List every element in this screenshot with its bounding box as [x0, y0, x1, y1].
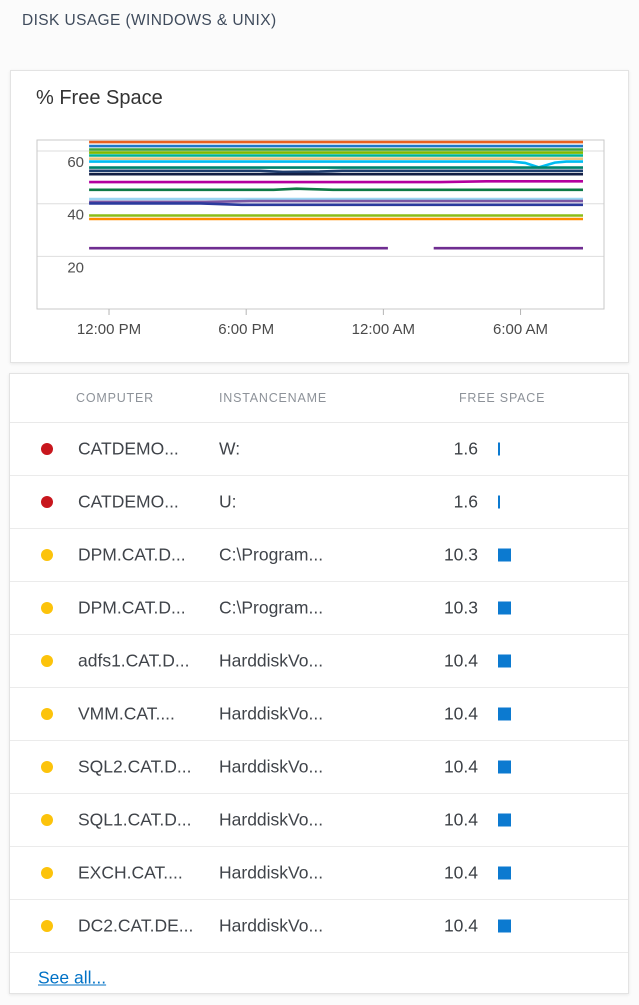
computer-cell: EXCH.CAT.... — [78, 862, 183, 883]
free-space-bar — [498, 654, 512, 668]
table-row[interactable]: VMM.CAT.... HarddiskVo... 10.4 — [10, 688, 628, 741]
table-row[interactable]: DPM.CAT.D... C:\Program... 10.3 — [10, 529, 628, 582]
tile-title: DISK USAGE (WINDOWS & UNIX) — [22, 12, 277, 29]
instance-cell: HarddiskVo... — [219, 862, 324, 883]
status-dot-warning — [41, 761, 53, 773]
chart-line — [89, 169, 583, 174]
status-dot-warning — [41, 867, 53, 879]
computer-cell: DPM.CAT.D... — [78, 544, 186, 565]
free-space-bar — [498, 495, 500, 509]
computer-cell: CATDEMO... — [78, 491, 179, 512]
computer-cell: VMM.CAT.... — [78, 703, 175, 724]
status-dot-warning — [41, 602, 53, 614]
computer-cell: SQL2.CAT.D... — [78, 756, 192, 777]
computer-cell: adfs1.CAT.D... — [78, 650, 190, 671]
table-rows: CATDEMO... W: 1.6 CATDEMO... U: 1.6 DPM.CAT.D.… — [10, 423, 628, 953]
free-space-bar — [498, 760, 512, 774]
x-axis-tick-label: 12:00 AM — [352, 321, 415, 338]
free-space-bar — [498, 601, 511, 615]
status-dot-warning — [41, 655, 53, 667]
computer-cell: SQL1.CAT.D... — [78, 809, 192, 830]
computer-cell: DPM.CAT.D... — [78, 597, 186, 618]
table-header: COMPUTER INSTANCENAME FREE SPACE — [10, 374, 628, 423]
x-axis-tick-label: 12:00 PM — [77, 321, 141, 338]
free-space-value: 1.6 — [453, 438, 478, 459]
column-header-free-space: FREE SPACE — [459, 391, 546, 405]
instance-cell: HarddiskVo... — [219, 756, 324, 777]
instance-cell: U: — [219, 491, 237, 512]
free-space-value: 10.4 — [443, 703, 478, 724]
status-dot-warning — [41, 814, 53, 826]
status-dot-warning — [41, 920, 53, 932]
free-space-value: 10.3 — [443, 597, 478, 618]
instance-cell: HarddiskVo... — [219, 650, 324, 671]
free-space-value: 1.6 — [453, 491, 478, 512]
y-axis-tick-label: 20 — [67, 259, 84, 276]
x-axis-tick-label: 6:00 AM — [493, 321, 548, 338]
chart-line — [89, 179, 583, 184]
instance-cell: HarddiskVo... — [219, 915, 324, 936]
instance-cell: HarddiskVo... — [219, 703, 324, 724]
chart-line — [89, 202, 583, 207]
free-space-value: 10.4 — [443, 915, 478, 936]
see-all-link[interactable]: See all... — [38, 967, 107, 988]
table-row[interactable]: DC2.CAT.DE... HarddiskVo... 10.4 — [10, 900, 628, 953]
table-card: COMPUTER INSTANCENAME FREE SPACE CATDEMO… — [9, 373, 629, 994]
x-axis-tick-label: 6:00 PM — [218, 321, 274, 338]
table-row[interactable]: CATDEMO... U: 1.6 — [10, 476, 628, 529]
free-space-bar — [498, 919, 512, 933]
y-axis-tick-label: 60 — [67, 154, 84, 171]
status-dot-critical — [41, 496, 53, 508]
free-space-bar — [498, 813, 512, 827]
column-header-instancename: INSTANCENAME — [219, 391, 327, 405]
table-row[interactable]: CATDEMO... W: 1.6 — [10, 423, 628, 476]
instance-cell: C:\Program... — [219, 544, 324, 565]
free-space-value: 10.4 — [443, 862, 478, 883]
table-row[interactable]: adfs1.CAT.D... HarddiskVo... 10.4 — [10, 635, 628, 688]
table-row[interactable]: SQL1.CAT.D... HarddiskVo... 10.4 — [10, 794, 628, 847]
instance-cell: HarddiskVo... — [219, 809, 324, 830]
computer-cell: DC2.CAT.DE... — [78, 915, 194, 936]
table-row[interactable]: SQL2.CAT.D... HarddiskVo... 10.4 — [10, 741, 628, 794]
table-row[interactable]: DPM.CAT.D... C:\Program... 10.3 — [10, 582, 628, 635]
plot-border — [36, 139, 605, 310]
chart-line — [89, 199, 583, 204]
free-space-bar — [498, 866, 512, 880]
column-header-computer: COMPUTER — [76, 391, 154, 405]
free-space-value: 10.3 — [443, 544, 478, 565]
free-space-value: 10.4 — [443, 809, 478, 830]
table-footer: See all... — [10, 953, 628, 1003]
chart-title: % Free Space — [36, 87, 163, 109]
table-row[interactable]: EXCH.CAT.... HarddiskVo... 10.4 — [10, 847, 628, 900]
chart-card[interactable]: % Free Space 60 40 20 12:00 PM 6:00 PM 12:00 … — [10, 70, 629, 363]
instance-cell: C:\Program... — [219, 597, 324, 618]
free-space-chart[interactable]: 60 40 20 12:00 PM 6:00 PM 12:00 AM 6:00 AM — [11, 126, 630, 358]
computer-cell: CATDEMO... — [78, 438, 179, 459]
status-dot-critical — [41, 443, 53, 455]
free-space-bar — [498, 707, 512, 721]
y-axis-tick-label: 40 — [67, 207, 84, 224]
free-space-value: 10.4 — [443, 650, 478, 671]
instance-cell: W: — [219, 438, 241, 459]
free-space-bar — [498, 442, 500, 456]
free-space-bar — [498, 548, 511, 562]
status-dot-warning — [41, 549, 53, 561]
chart-line — [89, 187, 583, 192]
status-dot-warning — [41, 708, 53, 720]
free-space-value: 10.4 — [443, 756, 478, 777]
